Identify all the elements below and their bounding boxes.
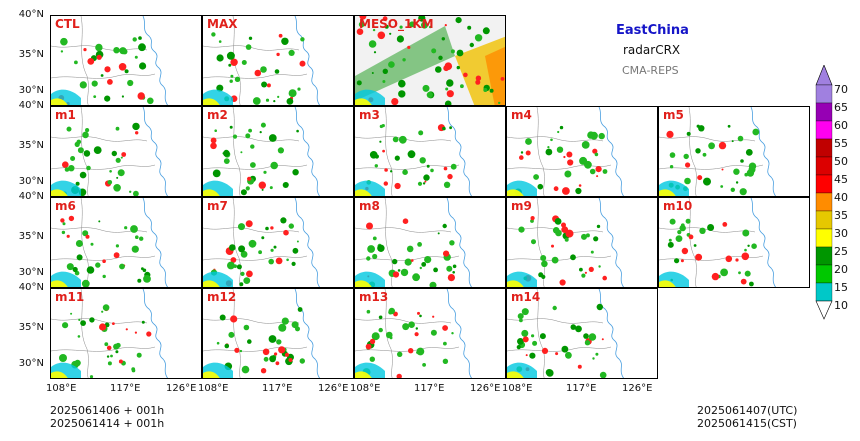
lon-tick-label: 117°E	[414, 383, 445, 394]
colorbar-tick-label: 65	[834, 101, 848, 114]
colorbar-segment	[815, 282, 833, 302]
panel-label: CTL	[55, 17, 80, 31]
lon-tick-label: 117°E	[262, 383, 293, 394]
panel-label: m8	[359, 199, 380, 213]
panel-label: m7	[207, 199, 228, 213]
colorbar-segment	[815, 192, 833, 212]
lon-tick-label: 108°E	[502, 383, 533, 394]
variable-title: radarCRX	[623, 43, 681, 57]
panel-label: m3	[359, 108, 380, 122]
map-panel: m7	[202, 197, 354, 288]
colorbar-tick-label: 20	[834, 263, 848, 276]
colorbar-segment	[815, 210, 833, 230]
valid-time-utc: 2025061407(UTC)	[697, 404, 798, 417]
map-panel: m12	[202, 288, 354, 379]
colorbar-tick-label: 50	[834, 155, 848, 168]
colorbar-tick-label: 40	[834, 191, 848, 204]
init-time-cst: 2025061414 + 001h	[50, 417, 165, 430]
colorbar-extend-bottom	[815, 300, 833, 320]
panel-label: MAX	[207, 17, 238, 31]
map-panel: m11	[50, 288, 202, 379]
colorbar-segment	[815, 246, 833, 266]
colorbar-segment	[815, 228, 833, 248]
map-panel: m10	[658, 197, 810, 288]
lon-tick-label: 117°E	[110, 383, 141, 394]
lat-tick-label: 40°N	[18, 191, 44, 202]
map-panel: MESO_1KM	[354, 15, 506, 106]
colorbar-tick-label: 45	[834, 173, 848, 186]
panel-label: m4	[511, 108, 532, 122]
lat-tick-label: 30°N	[18, 176, 44, 187]
region-title: EastChina	[616, 23, 689, 38]
colorbar-tick-label: 10	[834, 299, 848, 312]
panel-label: m9	[511, 199, 532, 213]
lat-tick-label: 35°N	[18, 322, 44, 333]
panel-label: MESO_1KM	[359, 17, 434, 31]
system-title: CMA-REPS	[622, 64, 679, 77]
colorbar-tick-label: 55	[834, 137, 848, 150]
lat-tick-label: 30°N	[18, 358, 44, 369]
lat-tick-label: 40°N	[18, 282, 44, 293]
panel-label: m13	[359, 290, 389, 304]
colorbar-segment	[815, 84, 833, 104]
colorbar-tick-label: 35	[834, 209, 848, 222]
map-panel: m4	[506, 106, 658, 197]
lon-tick-label: 126°E	[470, 383, 501, 394]
lat-tick-label: 30°N	[18, 85, 44, 96]
lat-tick-label: 40°N	[18, 9, 44, 20]
colorbar	[815, 65, 833, 320]
lon-tick-label: 126°E	[622, 383, 653, 394]
map-panel: m1	[50, 106, 202, 197]
map-panel: CTL	[50, 15, 202, 106]
colorbar-segment	[815, 264, 833, 284]
map-panel: m2	[202, 106, 354, 197]
colorbar-tick-label: 70	[834, 83, 848, 96]
colorbar-segment	[815, 102, 833, 122]
map-panel: m6	[50, 197, 202, 288]
map-panel: m8	[354, 197, 506, 288]
lat-tick-label: 35°N	[18, 140, 44, 151]
panel-label: m1	[55, 108, 76, 122]
lon-tick-label: 126°E	[318, 383, 349, 394]
panel-label: m2	[207, 108, 228, 122]
colorbar-segment	[815, 138, 833, 158]
map-panel: m14	[506, 288, 658, 379]
colorbar-segment	[815, 120, 833, 140]
lat-tick-label: 35°N	[18, 231, 44, 242]
panel-label: m6	[55, 199, 76, 213]
map-panel: m9	[506, 197, 658, 288]
colorbar-extend-top	[815, 65, 833, 86]
lon-tick-label: 117°E	[566, 383, 597, 394]
colorbar-tick-label: 25	[834, 245, 848, 258]
lat-tick-label: 30°N	[18, 267, 44, 278]
map-panel: MAX	[202, 15, 354, 106]
colorbar-tick-label: 30	[834, 227, 848, 240]
panel-label: m5	[663, 108, 684, 122]
map-panel: m13	[354, 288, 506, 379]
lon-tick-label: 108°E	[198, 383, 229, 394]
colorbar-segment	[815, 174, 833, 194]
panel-label: m14	[511, 290, 541, 304]
lon-tick-label: 108°E	[350, 383, 381, 394]
lon-tick-label: 108°E	[46, 383, 77, 394]
map-panel: m5	[658, 106, 810, 197]
colorbar-tick-label: 15	[834, 281, 848, 294]
init-time-utc: 2025061406 + 001h	[50, 404, 165, 417]
panel-label: m12	[207, 290, 237, 304]
colorbar-tick-label: 60	[834, 119, 848, 132]
colorbar-segment	[815, 156, 833, 176]
map-panel: m3	[354, 106, 506, 197]
valid-time-cst: 2025061415(CST)	[697, 417, 797, 430]
panel-label: m11	[55, 290, 85, 304]
lon-tick-label: 126°E	[166, 383, 197, 394]
lat-tick-label: 35°N	[18, 49, 44, 60]
lat-tick-label: 40°N	[18, 100, 44, 111]
panel-label: m10	[663, 199, 693, 213]
